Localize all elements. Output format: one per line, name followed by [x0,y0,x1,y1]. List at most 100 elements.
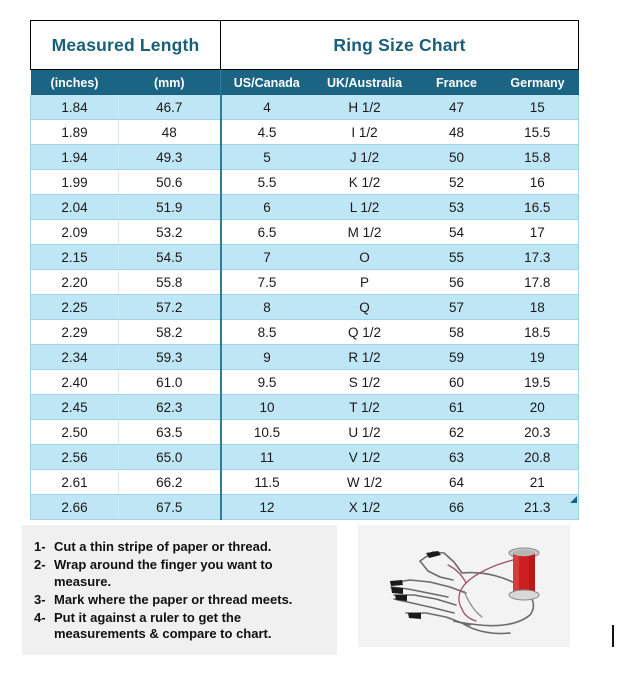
cell-mm: 50.6 [118,169,222,195]
hand-thread-illustration-panel [358,525,570,647]
cell-mm: 53.2 [118,219,222,245]
cell-inches: 2.45 [30,394,119,420]
instruction-text: Mark where the paper or thread meets. [54,591,293,607]
cell-us-canada: 12 [220,494,313,520]
cell-inches: 2.56 [30,444,119,470]
cell-inches: 2.50 [30,419,119,445]
cell-germany: 17 [496,219,580,245]
cell-france: 57 [416,294,497,320]
cell-france: 54 [416,219,497,245]
cell-france: 56 [416,269,497,295]
cell-us-canada: 7.5 [220,269,313,295]
cell-mm: 55.8 [118,269,222,295]
cell-inches: 2.29 [30,319,119,345]
table-resize-handle[interactable] [570,496,577,503]
cell-uk-australia: X 1/2 [312,494,417,520]
cell-inches: 2.66 [30,494,119,520]
cell-us-canada: 7 [220,244,313,270]
instruction-item: 3- Mark where the paper or thread meets. [34,592,331,609]
cell-us-canada: 5 [220,144,313,170]
cell-uk-australia: L 1/2 [312,194,417,220]
cell-us-canada: 5.5 [220,169,313,195]
measured-length-title: Measured Length [29,20,222,70]
instruction-number: 1- [34,539,46,554]
cell-uk-australia: O [312,244,417,270]
table-row: 2.29 58.2 8.5 Q 1/2 58 18.5 [30,319,580,345]
column-header-us-canada: US/Canada [220,69,313,95]
cell-germany: 17.8 [496,269,580,295]
cell-us-canada: 4.5 [220,119,313,145]
table-row: 2.40 61.0 9.5 S 1/2 60 19.5 [30,369,580,395]
cell-inches: 2.61 [30,469,119,495]
measuring-instructions-panel: 1- Cut a thin stripe of paper or thread. 2… [22,525,337,655]
cell-france: 64 [416,469,497,495]
cell-mm: 49.3 [118,144,222,170]
column-header-uk-australia: UK/Australia [312,69,417,95]
cell-france: 63 [416,444,497,470]
cell-inches: 2.25 [30,294,119,320]
table-row: 2.66 67.5 12 X 1/2 66 21.3 [30,494,580,520]
table-row: 2.61 66.2 11.5 W 1/2 64 21 [30,469,580,495]
cell-uk-australia: Q 1/2 [312,319,417,345]
cell-germany: 20 [496,394,580,420]
table-row: 1.89 48 4.5 I 1/2 48 15.5 [30,119,580,145]
table-row: 2.20 55.8 7.5 P 56 17.8 [30,269,580,295]
ring-size-chart-title: Ring Size Chart [220,20,580,70]
cell-inches: 1.84 [30,95,119,120]
cell-france: 62 [416,419,497,445]
cell-mm: 62.3 [118,394,222,420]
table-column-header-row: (inches) (mm) US/Canada UK/Australia Fra… [30,69,579,95]
cell-france: 47 [416,95,497,120]
cell-us-canada: 6.5 [220,219,313,245]
instruction-item: 4- Put it against a ruler to get the meas… [34,610,331,644]
cell-mm: 54.5 [118,244,222,270]
cell-inches: 2.40 [30,369,119,395]
cell-germany: 19.5 [496,369,580,395]
cell-uk-australia: W 1/2 [312,469,417,495]
table-row: 1.84 46.7 4 H 1/2 47 15 [30,95,580,120]
cell-us-canada: 11.5 [220,469,313,495]
cell-mm: 58.2 [118,319,222,345]
cell-us-canada: 9 [220,344,313,370]
cell-uk-australia: H 1/2 [312,95,417,120]
cell-us-canada: 6 [220,194,313,220]
cell-germany: 15 [496,95,580,120]
table-header: Measured Length Ring Size Chart (inches)… [29,20,580,95]
cell-us-canada: 9.5 [220,369,313,395]
cell-us-canada: 11 [220,444,313,470]
cell-germany: 20.8 [496,444,580,470]
cell-france: 60 [416,369,497,395]
cell-france: 52 [416,169,497,195]
instruction-number: 2- [34,556,46,572]
cell-uk-australia: S 1/2 [312,369,417,395]
instruction-text: Put it against a ruler to get the measur… [54,609,272,642]
instructions-list: 1- Cut a thin stripe of paper or thread. 2… [22,525,337,643]
cell-france: 48 [416,119,497,145]
instruction-item: 2- Wrap around the finger you want to mea… [34,557,331,591]
cell-germany: 21 [496,469,580,495]
cell-mm: 59.3 [118,344,222,370]
ring-size-chart-table: Measured Length Ring Size Chart (inches)… [29,20,580,520]
cell-germany: 17.3 [496,244,580,270]
cell-mm: 65.0 [118,444,222,470]
table-row: 1.99 50.6 5.5 K 1/2 52 16 [30,169,580,195]
cell-germany: 15.8 [496,144,580,170]
cell-mm: 51.9 [118,194,222,220]
table-row: 2.50 63.5 10.5 U 1/2 62 20.3 [30,419,580,445]
cell-inches: 2.04 [30,194,119,220]
cell-inches: 1.89 [30,119,119,145]
instruction-item: 1- Cut a thin stripe of paper or thread. [34,539,331,556]
cell-france: 53 [416,194,497,220]
table-title-row: Measured Length Ring Size Chart [29,20,580,70]
cell-mm: 67.5 [118,494,222,520]
table-row: 2.34 59.3 9 R 1/2 59 19 [30,344,580,370]
cell-germany: 16.5 [496,194,580,220]
cell-us-canada: 10 [220,394,313,420]
cell-france: 58 [416,319,497,345]
column-header-mm: (mm) [118,69,222,95]
cell-uk-australia: Q [312,294,417,320]
cell-mm: 57.2 [118,294,222,320]
cell-germany: 21.3 [496,494,580,520]
cell-us-canada: 4 [220,95,313,120]
table-row: 2.25 57.2 8 Q 57 18 [30,294,580,320]
